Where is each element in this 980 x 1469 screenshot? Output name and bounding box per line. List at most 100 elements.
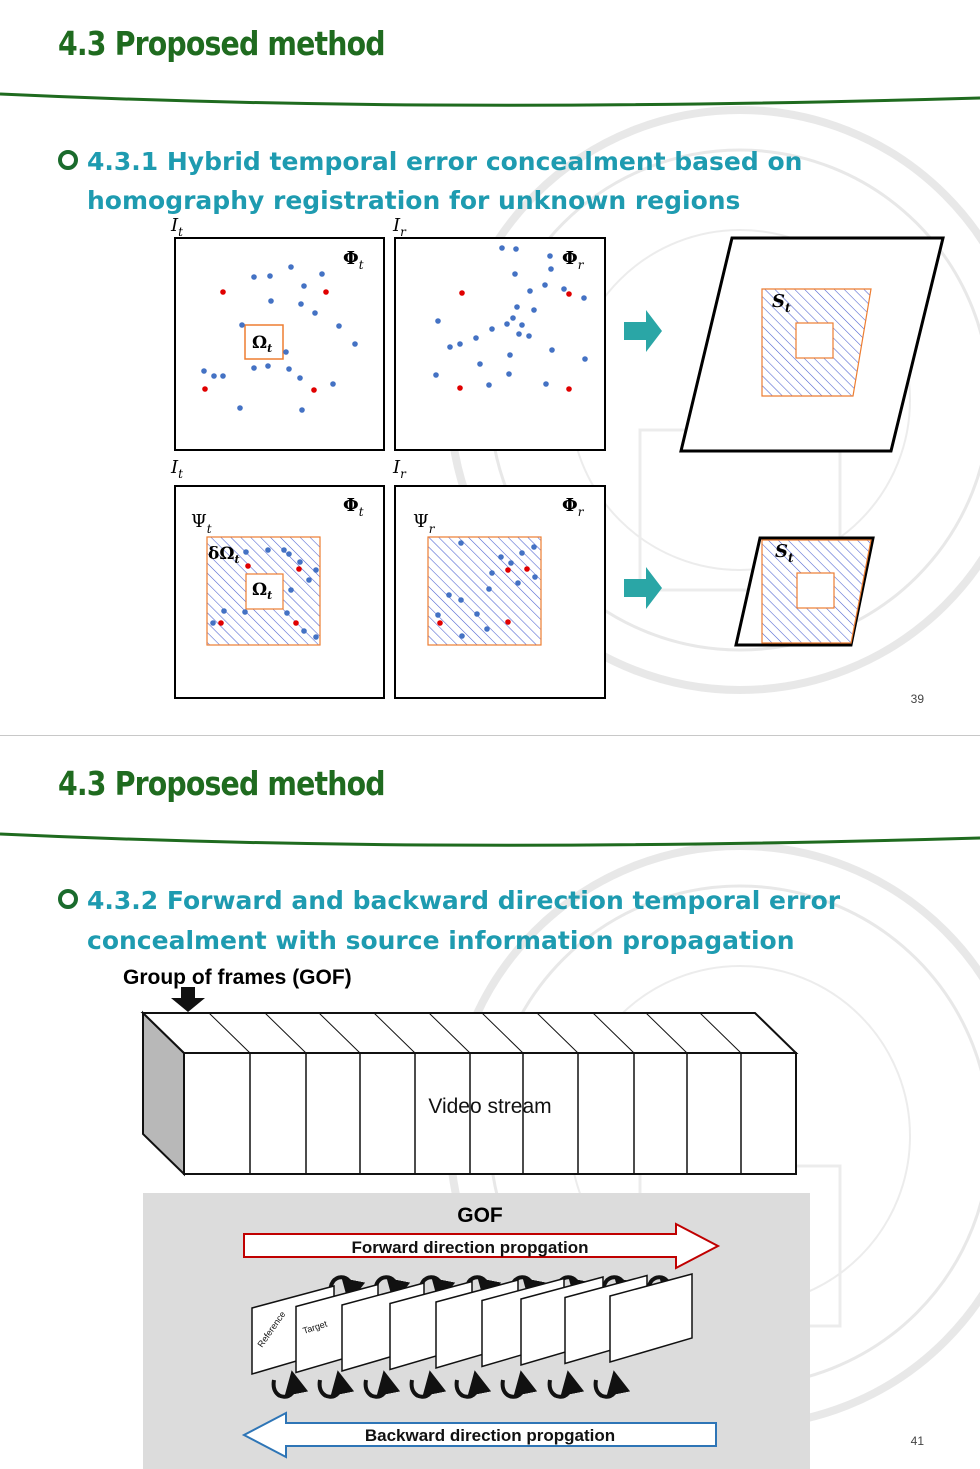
forward-label: Forward direction propgation (351, 1238, 588, 1257)
blue-feature-point (547, 253, 553, 259)
red-feature-point (459, 290, 465, 296)
frame-label-reference-top: Ir (392, 215, 407, 239)
blue-feature-point (221, 608, 227, 614)
blue-feature-point (283, 349, 289, 355)
backward-curl-arrow-icon (547, 1370, 585, 1399)
blue-feature-point (330, 381, 336, 387)
backward-arrow (241, 1411, 717, 1459)
forward-arrow (243, 1222, 721, 1270)
teal-arrow-bottom (624, 567, 662, 609)
s-inner-hole-top (795, 322, 834, 359)
blue-feature-point (548, 266, 554, 272)
red-feature-point (296, 566, 302, 572)
blue-feature-point (267, 273, 273, 279)
blue-feature-point (435, 612, 441, 618)
phi-t-label-top: Φt (343, 248, 364, 272)
bullet-line-1: 4.3.2 Forward and backward direction tem… (87, 886, 841, 915)
psi-r-label: Ψr (413, 511, 436, 536)
blue-feature-point (211, 373, 217, 379)
omega-label-bottom: Ωt (252, 580, 272, 602)
frame-label-reference-bottom: Ir (392, 457, 407, 481)
gof-frames (251, 1273, 693, 1376)
blue-feature-point (239, 322, 245, 328)
backward-curl-arrow-icon (500, 1370, 538, 1399)
blue-feature-point (201, 368, 207, 374)
blue-feature-point (268, 298, 274, 304)
backward-curl-arrow-icon (593, 1370, 631, 1399)
blue-feature-point (489, 326, 495, 332)
page-number: 41 (910, 1434, 924, 1448)
s-label-top: St (772, 291, 791, 315)
bullet-line-1: 4.3.1 Hybrid temporal error concealment … (87, 147, 803, 176)
delta-omega-label: δΩt (208, 544, 240, 566)
blue-feature-point (516, 331, 522, 337)
blue-feature-point (498, 554, 504, 560)
blue-feature-point (288, 587, 294, 593)
blue-feature-point (526, 333, 532, 339)
blue-feature-point (446, 592, 452, 598)
frame-label-current-bottom: It (170, 457, 183, 481)
blue-feature-point (286, 366, 292, 372)
bullet-line-2: homography registration for unknown regi… (87, 186, 741, 215)
blue-feature-point (474, 611, 480, 617)
slide-title: 4.3 Proposed method (58, 764, 386, 803)
video-stream-label: Video stream (428, 1095, 551, 1118)
blue-feature-point (532, 574, 538, 580)
blue-feature-point (531, 544, 537, 550)
teal-arrow-top (624, 310, 662, 352)
frame-divider-top (592, 1012, 635, 1054)
blue-feature-point (513, 246, 519, 252)
blue-feature-point (486, 586, 492, 592)
blue-feature-point (514, 304, 520, 310)
blue-feature-point (433, 372, 439, 378)
blue-feature-point (251, 365, 257, 371)
blue-feature-point (459, 633, 465, 639)
psi-t-label: Ψt (191, 511, 212, 536)
feature-points-current-top (201, 264, 358, 413)
red-feature-point (202, 386, 208, 392)
red-feature-point (293, 620, 299, 626)
blue-feature-point (508, 560, 514, 566)
blue-feature-point (298, 301, 304, 307)
frame-divider-top (318, 1012, 361, 1054)
blue-feature-point (297, 559, 303, 565)
title-underline (0, 92, 980, 107)
blue-feature-point (297, 375, 303, 381)
blue-feature-point (237, 405, 243, 411)
red-feature-point (437, 620, 443, 626)
blue-feature-point (435, 318, 441, 324)
video-stream-frame-dividers (208, 1012, 742, 1174)
s-inner-hole-bottom (796, 572, 835, 609)
slide-title: 4.3 Proposed method (58, 24, 386, 63)
frame-box-reference-top (394, 237, 606, 451)
blue-feature-point (447, 344, 453, 350)
blue-feature-point (504, 321, 510, 327)
blue-feature-point (515, 580, 521, 586)
s-label-bottom: St (775, 541, 794, 565)
backward-curl-arrow-icon (317, 1370, 355, 1399)
feature-points-current-bottom (210, 547, 319, 640)
blue-feature-point (484, 626, 490, 632)
blue-feature-point (543, 381, 549, 387)
blue-feature-point (519, 550, 525, 556)
blue-feature-point (473, 335, 479, 341)
backward-curl-arrow-icon (271, 1370, 309, 1399)
omega-label-top: Ωt (252, 333, 272, 355)
frame-divider-top (208, 1012, 251, 1054)
red-feature-point (311, 387, 317, 393)
blue-feature-point (301, 283, 307, 289)
phi-t-label-bottom: Φt (343, 495, 364, 519)
blue-feature-point (313, 634, 319, 640)
blue-feature-point (299, 407, 305, 413)
blue-feature-point (457, 341, 463, 347)
blue-feature-point (313, 567, 319, 573)
bullet-circle-icon (58, 889, 78, 909)
bullet-line-2: concealment with source information prop… (87, 926, 795, 955)
slide-41: 4.3 Proposed method 4.3.2 Forward and ba… (0, 736, 980, 1469)
blue-feature-point (506, 371, 512, 377)
blue-feature-point (527, 288, 533, 294)
blue-feature-point (243, 549, 249, 555)
gof-frame (609, 1273, 693, 1364)
blue-feature-point (242, 609, 248, 615)
video-stream-top-face (140, 1012, 799, 1054)
